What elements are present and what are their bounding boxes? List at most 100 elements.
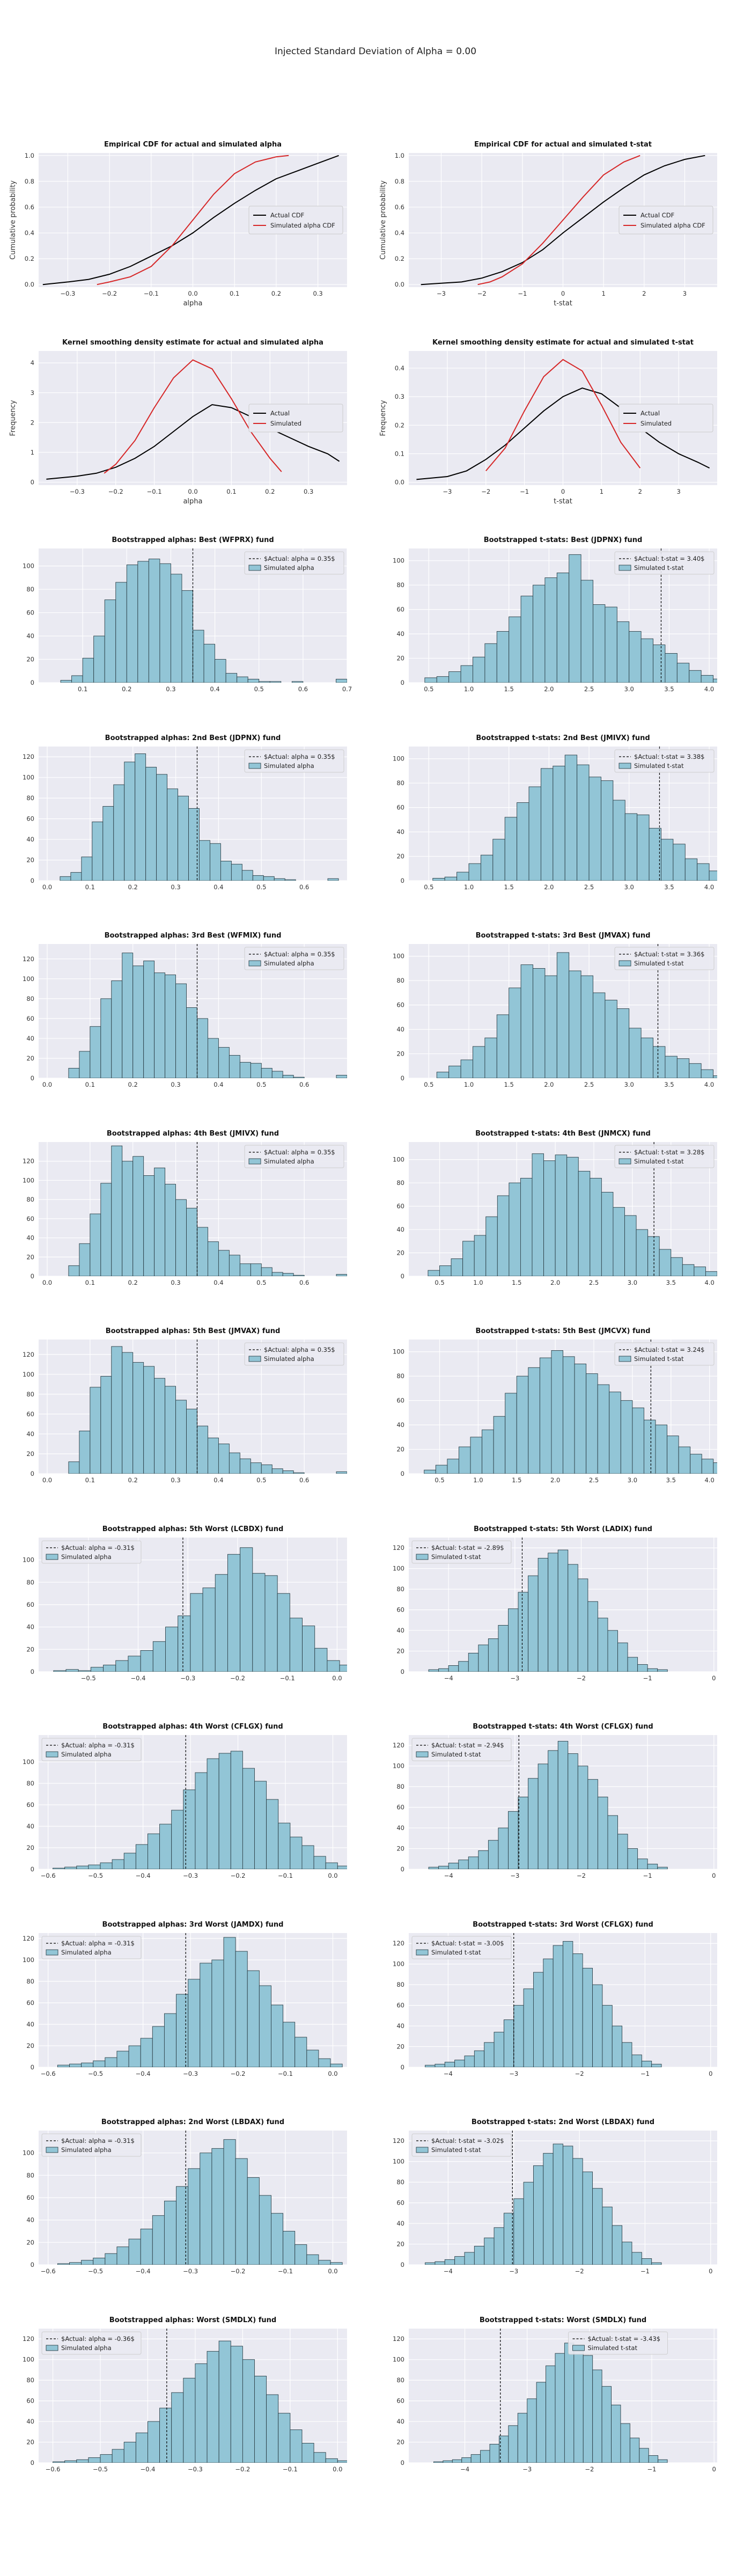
y-tick-label: 0.4 <box>395 364 404 371</box>
y-tick-label: 100 <box>393 953 404 960</box>
chart-panel: Empirical CDF for actual and simulated a… <box>9 141 347 308</box>
x-tick-label: −0.4 <box>136 2267 151 2275</box>
x-tick-label: −0.2 <box>231 1872 246 1879</box>
y-axis-label: Cumulative probability <box>9 180 17 260</box>
y-tick-label: 100 <box>23 1956 34 1964</box>
histogram-bar <box>100 1376 112 1474</box>
x-tick-label: 0 <box>561 488 565 495</box>
legend-bar-swatch <box>416 2147 429 2153</box>
chart-panel: Bootstrapped alphas: 4th Best (JMIVX) fu… <box>23 1130 347 1286</box>
histogram-bar <box>569 970 581 1078</box>
histogram-bar <box>546 2365 556 2463</box>
histogram-bar <box>126 564 138 683</box>
x-tick-label: 0.6 <box>299 1081 309 1088</box>
histogram-bar <box>93 635 105 683</box>
histogram-bar <box>536 2382 547 2463</box>
x-tick-label: 0.5 <box>256 1476 266 1484</box>
histogram-bar <box>657 1669 668 1672</box>
histogram-bar <box>156 773 168 881</box>
histogram-bar <box>520 596 533 683</box>
x-tick-label: 0.3 <box>304 488 313 495</box>
legend-label: Simulated t-stat <box>634 762 684 770</box>
legend-bar-swatch <box>46 1554 58 1560</box>
y-tick-label: 80 <box>396 1981 404 1988</box>
histogram-bar <box>577 764 590 881</box>
series-line-actual-cdf <box>42 155 339 286</box>
histogram-bar <box>563 2146 573 2265</box>
x-tick-label: 0 <box>712 2465 716 2473</box>
x-tick-label: 3.5 <box>664 1081 674 1088</box>
y-tick-label: 0.0 <box>395 281 404 288</box>
histogram-bar <box>482 1429 494 1474</box>
histogram-bar <box>215 1574 228 1672</box>
histogram-bar <box>543 1958 554 2067</box>
histogram-bar <box>145 766 157 881</box>
x-tick-label: 2.5 <box>584 685 594 693</box>
histogram-bar <box>649 828 661 881</box>
legend-bar-swatch <box>248 1356 261 1362</box>
histogram-bar <box>242 2359 255 2463</box>
x-tick-label: 2.0 <box>544 685 554 693</box>
y-tick-label: 60 <box>396 1397 404 1404</box>
legend-label: Simulated alpha <box>61 1949 112 1956</box>
histogram-bar <box>573 2346 584 2463</box>
y-tick-label: 0.2 <box>395 255 404 262</box>
histogram-bar <box>436 676 450 683</box>
legend-bar-swatch <box>619 763 631 769</box>
histogram-bar <box>694 1266 706 1276</box>
legend-label: Simulated t-stat <box>431 2146 481 2154</box>
histogram-bar <box>424 1469 436 1474</box>
histogram-bar <box>137 561 149 683</box>
histogram-bar <box>122 1160 134 1276</box>
histogram-bar <box>725 1074 735 1078</box>
histogram-bar <box>520 1177 533 1276</box>
y-tick-label: 20 <box>396 2241 404 2248</box>
x-tick-label: 0.0 <box>332 1674 342 1682</box>
histogram-bar <box>701 675 713 683</box>
histogram-bar <box>468 863 481 881</box>
histogram-bar <box>655 1424 668 1474</box>
histogram-bar <box>553 2143 563 2265</box>
y-tick-label: 120 <box>23 955 34 963</box>
y-tick-label: 100 <box>23 975 34 983</box>
histogram-bar <box>176 2186 189 2265</box>
histogram-bar <box>105 2057 117 2067</box>
legend-label: $Actual: alpha = 0.35$ <box>264 950 335 958</box>
y-tick-label: 100 <box>23 562 34 570</box>
x-tick-label: −1 <box>643 1674 652 1682</box>
histogram-bar <box>492 838 505 881</box>
x-tick-label: −0.6 <box>41 1872 56 1879</box>
chart-panel: Kernel smoothing density estimate for ac… <box>379 339 717 506</box>
y-tick-label: 120 <box>393 1741 404 1749</box>
histogram-bar <box>627 1848 638 1869</box>
histogram-bar <box>551 1350 563 1474</box>
y-tick-label: 60 <box>396 2199 404 2207</box>
histogram-bar <box>250 1063 262 1078</box>
chart-title: Bootstrapped t-stats: 2nd Best (JMIVX) f… <box>476 734 650 742</box>
histogram-bar <box>701 1459 714 1474</box>
histogram-bar <box>620 2423 630 2463</box>
histogram-bar <box>616 621 630 683</box>
legend-label: $Actual: alpha = -0.31$ <box>61 2137 135 2145</box>
x-tick-label: −2 <box>575 2267 584 2275</box>
legend-label: Simulated alpha CDF <box>640 222 705 229</box>
histogram-bar <box>665 653 678 683</box>
y-tick-label: 0 <box>401 877 404 884</box>
chart-panel: Empirical CDF for actual and simulated t… <box>379 141 717 308</box>
histogram-bar <box>301 2442 314 2463</box>
histogram-bar <box>556 573 570 683</box>
histogram-bar <box>438 1668 449 1672</box>
x-tick-label: 3.0 <box>628 1476 637 1484</box>
x-tick-label: −0.5 <box>81 1674 96 1682</box>
plot-content <box>68 1340 347 1474</box>
histogram-bar <box>154 1167 166 1276</box>
x-tick-label: 3.5 <box>664 883 674 891</box>
histogram-bar <box>557 1549 569 1672</box>
histogram-bar <box>218 1753 231 1869</box>
histogram-bar <box>538 1763 549 1869</box>
histogram-bar <box>508 1811 519 1869</box>
y-tick-label: 0 <box>401 1074 404 1082</box>
histogram-bar <box>509 616 521 683</box>
histogram-bar <box>641 2258 652 2265</box>
